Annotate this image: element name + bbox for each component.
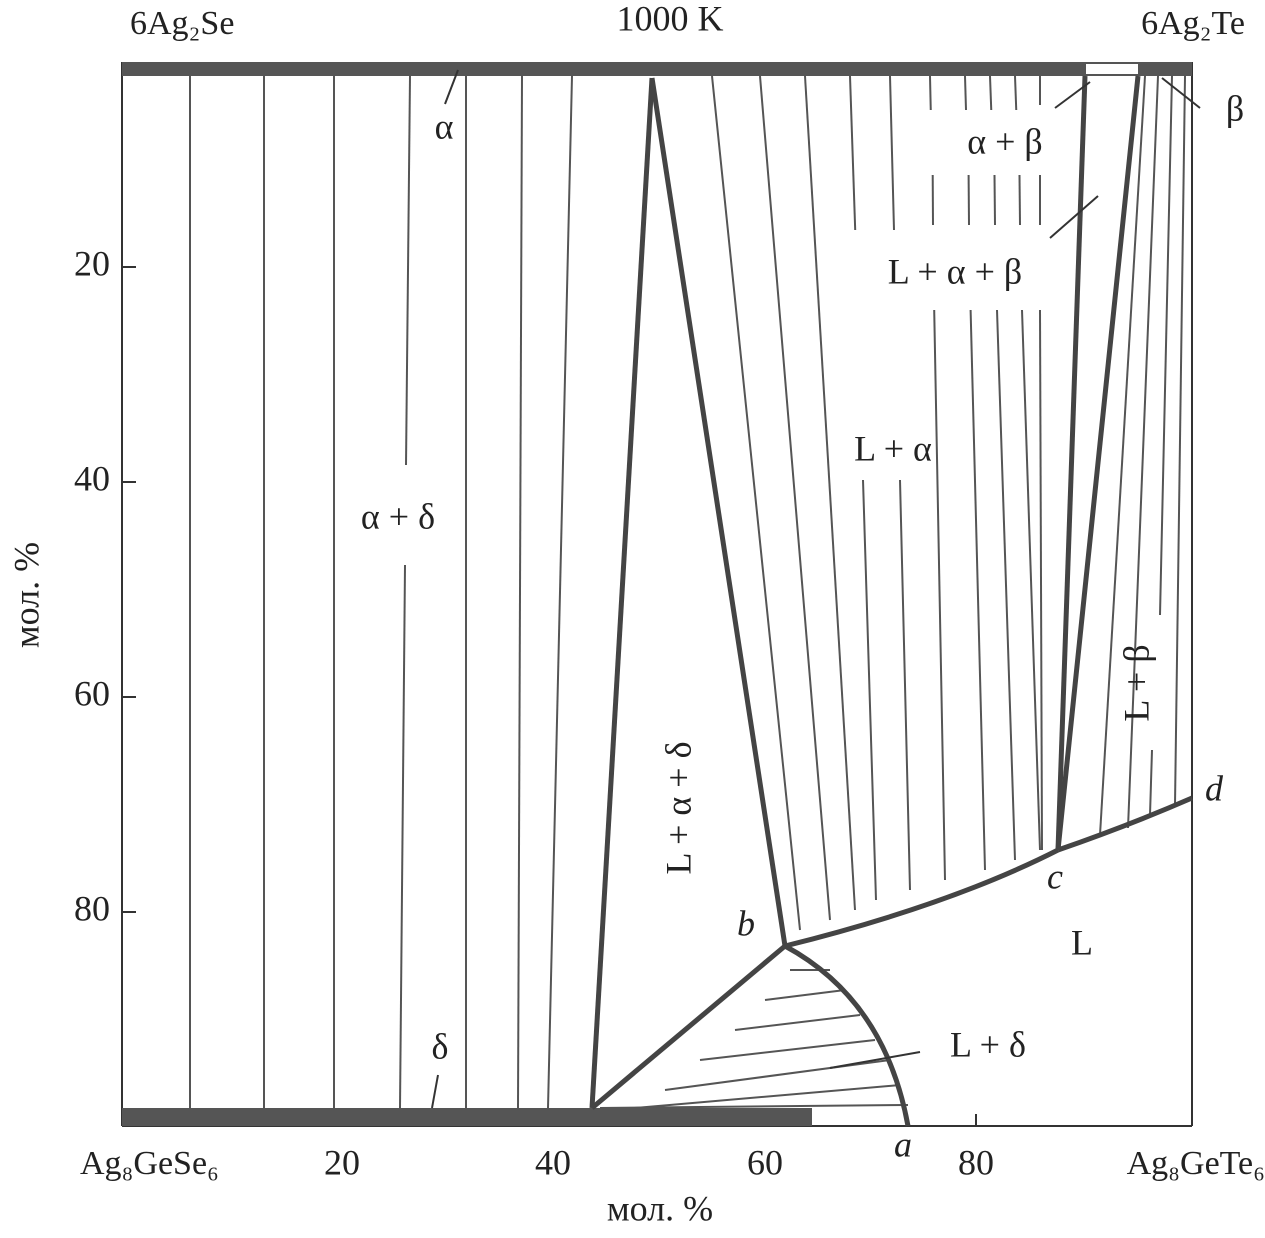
phase-boundary xyxy=(784,847,1060,949)
phase-label: L + δ xyxy=(950,1024,1026,1064)
tie-line xyxy=(849,75,857,231)
tie-line xyxy=(1021,309,1041,851)
tie-line xyxy=(1014,75,1018,111)
tie-line xyxy=(899,479,911,891)
phase-boundary xyxy=(590,944,787,1110)
tie-line xyxy=(989,75,993,111)
tie-line xyxy=(1127,75,1159,829)
phase-boundary xyxy=(649,77,788,947)
tie-line xyxy=(964,75,967,111)
x-axis-label: мол. % xyxy=(607,1188,713,1228)
tie-line xyxy=(517,75,523,1109)
corner-label: Ag₈GeSe₆ xyxy=(80,1145,219,1182)
leader-line xyxy=(431,1074,439,1109)
leader-line xyxy=(1049,195,1099,239)
x-tick-label: 20 xyxy=(324,1142,360,1182)
tie-line xyxy=(996,309,1016,861)
tie-line xyxy=(764,989,846,1001)
tie-line xyxy=(933,309,946,881)
phase-label: α + δ xyxy=(361,496,435,536)
leader-line xyxy=(1161,77,1201,109)
tie-line xyxy=(1159,75,1173,616)
tie-line xyxy=(804,75,856,911)
tie-line xyxy=(399,564,406,1109)
y-tick-label: 20 xyxy=(74,243,110,283)
y-tick-label: 60 xyxy=(74,673,110,713)
phase-boundary xyxy=(1055,75,1088,851)
y-axis-label: мол. % xyxy=(6,542,46,648)
leader-line xyxy=(1054,81,1091,109)
point-label: c xyxy=(1047,856,1063,896)
tie-line xyxy=(889,75,895,231)
point-label: d xyxy=(1205,768,1224,808)
tie-line xyxy=(1018,174,1021,226)
phase-boundary xyxy=(1057,795,1193,853)
phase-boundary xyxy=(783,943,911,1127)
delta-bar xyxy=(122,1108,812,1126)
x-tick-label: 60 xyxy=(747,1142,783,1182)
phase-boundary xyxy=(1055,75,1141,851)
phase-boundary xyxy=(589,77,655,1109)
phase-label: L + α xyxy=(854,428,932,468)
tie-line xyxy=(547,75,573,1109)
alpha-bar xyxy=(122,62,1192,76)
leader-line xyxy=(444,69,459,105)
phase-label: α + β xyxy=(967,121,1042,161)
tie-line xyxy=(1039,309,1043,851)
tie-line xyxy=(699,1039,876,1061)
x-tick-label: 40 xyxy=(535,1142,571,1182)
y-tick-label: 40 xyxy=(74,458,110,498)
beta-gap xyxy=(1086,64,1138,74)
phase-label: β xyxy=(1226,88,1244,128)
tie-line xyxy=(862,479,877,901)
tie-line xyxy=(634,1084,901,1109)
tie-line xyxy=(1174,75,1186,806)
tie-line xyxy=(405,75,411,466)
phase-label: L + α + δ xyxy=(658,741,698,874)
tie-line xyxy=(664,1059,891,1091)
tie-line xyxy=(1149,749,1153,816)
x-tick-label: 80 xyxy=(958,1142,994,1182)
tie-line xyxy=(993,174,996,226)
phase-label: L xyxy=(1071,922,1093,962)
corner-label: Ag₈GeTe₆ xyxy=(1127,1145,1265,1182)
phase-label: L + α + β xyxy=(888,251,1022,291)
point-label: a xyxy=(894,1124,912,1164)
y-tick-label: 80 xyxy=(74,888,110,928)
corner-label: 6Ag₂Te xyxy=(1141,5,1245,42)
corner-label: 6Ag₂Se xyxy=(130,5,234,42)
tie-line xyxy=(759,75,831,921)
diagram-lines xyxy=(121,62,1201,1127)
tie-line xyxy=(969,309,986,871)
title: 1000 K xyxy=(617,0,724,38)
leader-line xyxy=(829,1051,921,1069)
tie-line xyxy=(1099,75,1146,836)
phase-label: α xyxy=(435,106,454,146)
phase-label: L + β xyxy=(1116,644,1156,721)
phase-label: δ xyxy=(432,1026,449,1066)
point-label: b xyxy=(737,903,755,943)
tie-line xyxy=(929,75,932,111)
tie-line xyxy=(734,1014,861,1031)
tie-line xyxy=(711,75,801,931)
